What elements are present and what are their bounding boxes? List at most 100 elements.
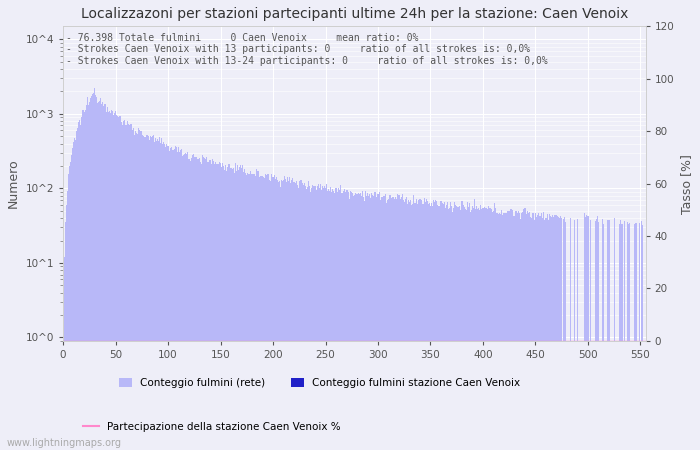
Bar xyxy=(415,203,416,450)
Bar xyxy=(190,158,192,450)
Bar xyxy=(194,157,195,450)
Bar xyxy=(411,205,412,450)
Bar xyxy=(516,212,517,450)
Bar xyxy=(528,212,530,450)
Bar xyxy=(410,200,411,450)
Bar xyxy=(642,225,643,450)
Bar xyxy=(421,204,423,450)
Bar xyxy=(87,97,88,450)
Bar xyxy=(561,218,562,450)
Bar xyxy=(519,213,520,450)
Bar xyxy=(416,199,417,450)
Bar xyxy=(297,185,298,450)
Bar xyxy=(247,173,248,450)
Bar xyxy=(492,212,493,450)
Bar xyxy=(536,217,537,450)
Bar xyxy=(513,216,514,450)
Bar xyxy=(272,177,274,450)
Bar xyxy=(330,187,331,450)
Bar xyxy=(538,213,539,450)
Bar xyxy=(423,204,424,450)
Bar xyxy=(533,213,534,450)
Bar xyxy=(129,125,130,450)
Bar xyxy=(543,212,545,450)
Bar xyxy=(622,224,623,450)
Bar xyxy=(64,222,66,450)
Bar xyxy=(555,215,556,450)
Bar xyxy=(331,192,332,450)
Bar xyxy=(362,191,363,450)
Bar xyxy=(641,221,642,450)
Bar xyxy=(434,202,435,450)
Legend: Partecipazione della stazione Caen Venoix %: Partecipazione della stazione Caen Venoi… xyxy=(78,418,344,436)
Bar xyxy=(406,197,407,450)
Bar xyxy=(249,175,251,450)
Bar xyxy=(335,188,337,450)
Bar xyxy=(505,213,507,450)
Bar xyxy=(598,222,599,450)
Bar xyxy=(148,140,150,450)
Bar xyxy=(449,208,450,450)
Bar xyxy=(373,196,374,450)
Bar xyxy=(303,184,304,450)
Bar xyxy=(234,163,236,450)
Bar xyxy=(497,213,498,450)
Bar xyxy=(173,149,174,450)
Bar xyxy=(310,192,312,450)
Bar xyxy=(596,219,597,450)
Bar xyxy=(377,194,379,450)
Bar xyxy=(199,158,200,450)
Bar xyxy=(367,194,368,450)
Bar xyxy=(534,220,535,450)
Bar xyxy=(333,190,335,450)
Bar xyxy=(409,202,410,450)
Bar xyxy=(365,191,366,450)
Bar xyxy=(113,115,114,450)
Bar xyxy=(106,107,108,450)
Bar xyxy=(325,189,326,450)
Bar xyxy=(132,130,133,450)
Bar xyxy=(263,177,264,450)
Bar xyxy=(442,204,444,450)
Bar xyxy=(312,184,314,450)
Bar xyxy=(236,171,237,450)
Bar xyxy=(172,150,173,450)
Bar xyxy=(135,131,136,450)
Bar xyxy=(512,210,513,450)
Bar xyxy=(95,95,96,450)
Bar xyxy=(78,122,79,450)
Bar xyxy=(477,209,478,450)
Bar xyxy=(372,195,373,450)
Bar xyxy=(553,217,554,450)
Bar xyxy=(157,139,158,450)
Bar xyxy=(305,186,306,450)
Bar xyxy=(558,217,559,450)
Bar xyxy=(585,217,587,450)
Bar xyxy=(175,146,176,450)
Bar xyxy=(498,213,499,450)
Bar xyxy=(241,168,242,450)
Bar xyxy=(108,112,110,450)
Bar xyxy=(532,212,533,450)
Bar xyxy=(90,98,91,450)
Bar xyxy=(156,141,157,450)
Bar xyxy=(444,207,446,450)
Bar xyxy=(499,213,500,450)
Bar xyxy=(559,218,560,450)
Bar xyxy=(223,166,224,450)
Bar xyxy=(379,200,381,450)
Bar xyxy=(243,172,244,450)
Bar xyxy=(382,198,383,450)
Bar xyxy=(407,204,408,450)
Bar xyxy=(215,162,216,450)
Bar xyxy=(621,224,622,450)
Bar xyxy=(384,196,385,450)
Bar xyxy=(70,162,71,450)
Bar xyxy=(118,117,119,450)
Bar xyxy=(100,99,102,450)
Bar xyxy=(257,171,258,450)
Bar xyxy=(237,166,238,450)
Bar xyxy=(203,157,204,450)
Bar xyxy=(181,149,182,450)
Bar xyxy=(291,180,293,450)
